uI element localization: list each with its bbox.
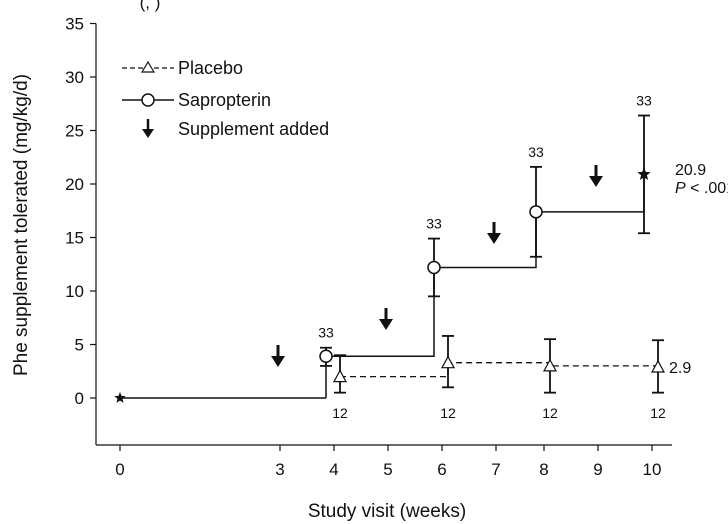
placebo-point xyxy=(332,369,348,383)
y-tick-label: 5 xyxy=(75,336,84,355)
marks-layer: 33 33 33 33 12 12 12 12 xyxy=(114,93,666,421)
legend-item-placebo: Placebo xyxy=(122,58,243,78)
supplement-down-arrow-icon xyxy=(271,356,285,367)
legend-down-arrow-icon xyxy=(142,119,154,138)
placebo-n-label: 12 xyxy=(332,405,348,421)
x-tick-label: 4 xyxy=(329,460,338,479)
sapropterin-n-label: 33 xyxy=(636,93,652,109)
x-tick-label: 5 xyxy=(383,460,392,479)
p-value-letter: P xyxy=(675,180,686,197)
supplement-down-arrow-icon xyxy=(589,176,603,187)
y-axis-label: Phe supplement tolerated (mg/kg/d) xyxy=(11,74,32,376)
sapropterin-point xyxy=(319,349,333,364)
y-tick-label: 25 xyxy=(65,122,84,141)
legend: Placebo Sapropterin Supplement added xyxy=(122,58,329,139)
x-tick-label: 3 xyxy=(275,460,284,479)
placebo-n-label: 12 xyxy=(650,405,666,421)
axes: 0 5 10 15 20 25 30 35 0 3 4 5 6 7 8 9 10 xyxy=(65,15,672,479)
sapropterin-point xyxy=(427,260,441,275)
x-tick-label: 7 xyxy=(491,460,500,479)
supplement-down-arrow-icon xyxy=(487,233,501,244)
sapropterin-n-label: 33 xyxy=(426,216,442,232)
y-tick-label: 15 xyxy=(65,229,84,248)
series-layer xyxy=(120,174,659,399)
sapropterin-star-marker xyxy=(637,167,651,180)
baseline-star-icon xyxy=(114,392,126,403)
x-tick-label: 10 xyxy=(643,460,662,479)
legend-circle-icon xyxy=(141,93,155,107)
sapropterin-n-label: 33 xyxy=(528,144,544,160)
sapropterin-point xyxy=(529,205,543,219)
y-tick-label: 0 xyxy=(75,389,84,408)
x-tick-label: 6 xyxy=(437,460,446,479)
legend-label-supplement-added: Supplement added xyxy=(178,119,329,139)
y-tick-label: 10 xyxy=(65,282,84,301)
supplement-down-arrow-icon xyxy=(379,319,393,330)
placebo-end-label: 2.9 xyxy=(669,360,691,377)
legend-triangle-icon xyxy=(140,60,156,73)
sapropterin-line xyxy=(326,174,645,358)
sapropterin-n-label: 33 xyxy=(318,325,334,341)
legend-label-sapropterin: Sapropterin xyxy=(178,90,271,110)
placebo-n-label: 12 xyxy=(542,405,558,421)
y-tick-label: 30 xyxy=(65,68,84,87)
p-value-rest: < .001 xyxy=(686,180,728,197)
legend-item-supplement-added: Supplement added xyxy=(142,119,329,139)
placebo-point xyxy=(650,359,666,373)
placebo-n-label: 12 xyxy=(440,405,456,421)
x-tick-label: 0 xyxy=(115,460,124,479)
placebo-point xyxy=(440,355,456,369)
x-tick-label: 9 xyxy=(593,460,602,479)
x-tick-label: 8 xyxy=(539,460,548,479)
sapropterin-end-label: 20.9 xyxy=(675,162,706,179)
placebo-point xyxy=(542,358,558,372)
y-tick-label: 35 xyxy=(65,15,84,34)
y-tick-label: 20 xyxy=(65,175,84,194)
title-fragment: (, ) xyxy=(140,0,161,12)
placebo-line xyxy=(340,362,659,378)
legend-label-placebo: Placebo xyxy=(178,58,243,78)
p-value-label: P < .001 xyxy=(675,180,728,197)
legend-item-sapropterin: Sapropterin xyxy=(122,90,271,110)
x-axis-label: Study visit (weeks) xyxy=(308,501,466,522)
